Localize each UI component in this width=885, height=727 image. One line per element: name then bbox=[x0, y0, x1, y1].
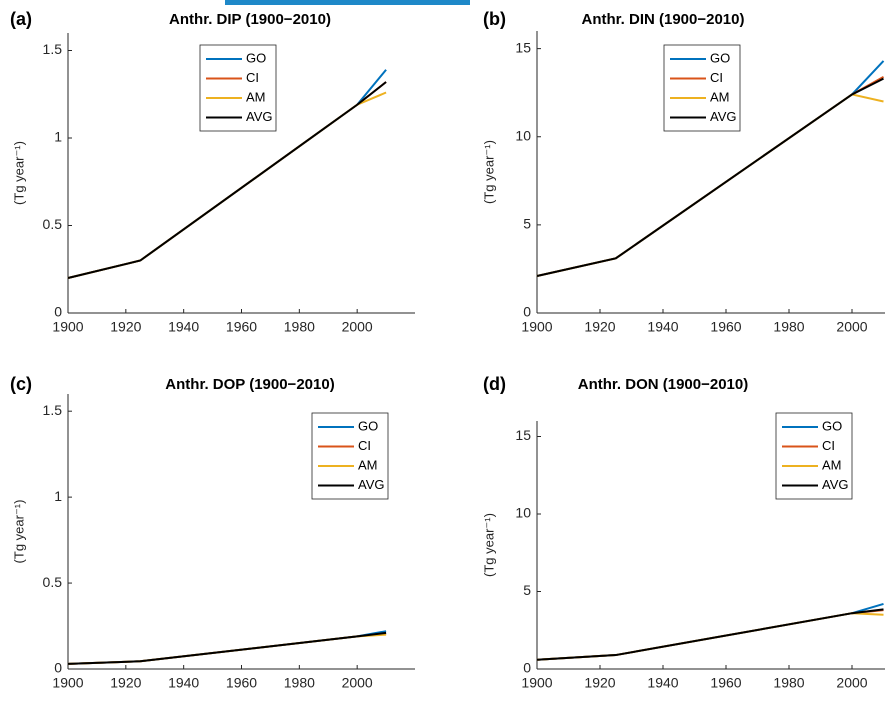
x-tick-label: 1980 bbox=[284, 319, 315, 335]
y-tick-label: 1 bbox=[54, 129, 62, 145]
legend-label: AM bbox=[246, 89, 266, 104]
y-tick-label: 10 bbox=[515, 505, 531, 521]
legend-label: AM bbox=[822, 457, 842, 472]
x-tick-label: 1960 bbox=[226, 319, 257, 335]
y-tick-label: 1 bbox=[54, 488, 62, 504]
x-tick-label: 1960 bbox=[226, 675, 257, 691]
x-tick-label: 1980 bbox=[773, 675, 804, 691]
y-axis-label: (Tg year⁻¹) bbox=[481, 513, 496, 577]
x-tick-label: 2000 bbox=[836, 675, 867, 691]
y-axis-label: (Tg year⁻¹) bbox=[11, 500, 26, 564]
x-tick-label: 1900 bbox=[521, 675, 552, 691]
x-tick-label: 2000 bbox=[836, 319, 867, 335]
x-tick-label: 2000 bbox=[342, 319, 373, 335]
series-line bbox=[536, 77, 884, 277]
x-tick-label: 1980 bbox=[284, 675, 315, 691]
x-tick-label: 1940 bbox=[168, 319, 199, 335]
y-tick-label: 0.5 bbox=[43, 574, 63, 590]
panel-label: (d) bbox=[483, 374, 506, 394]
y-tick-label: 1.5 bbox=[43, 41, 63, 57]
y-tick-label: 0 bbox=[523, 660, 531, 676]
x-tick-label: 2000 bbox=[342, 675, 373, 691]
chart-title: Anthr. DIN (1900−2010) bbox=[582, 11, 745, 28]
x-tick-label: 1900 bbox=[52, 675, 83, 691]
y-axis-label: (Tg year⁻¹) bbox=[11, 141, 26, 205]
x-tick-label: 1900 bbox=[52, 319, 83, 335]
series-line bbox=[536, 602, 884, 661]
y-tick-label: 1.5 bbox=[43, 402, 63, 418]
x-tick-label: 1920 bbox=[110, 675, 141, 691]
x-tick-label: 1920 bbox=[584, 675, 615, 691]
legend-label: CI bbox=[246, 70, 259, 85]
chart-title: Anthr. DON (1900−2010) bbox=[578, 376, 749, 393]
x-tick-label: 1960 bbox=[710, 675, 741, 691]
y-tick-label: 15 bbox=[515, 39, 531, 55]
y-tick-label: 0 bbox=[523, 304, 531, 320]
y-tick-label: 0 bbox=[54, 304, 62, 320]
selection-bar bbox=[225, 0, 470, 5]
x-tick-label: 1960 bbox=[710, 319, 741, 335]
panel-label: (b) bbox=[483, 9, 506, 29]
series-line bbox=[67, 631, 387, 665]
series-line bbox=[67, 81, 387, 279]
series-line bbox=[536, 612, 884, 661]
y-tick-label: 10 bbox=[515, 127, 531, 143]
y-tick-label: 5 bbox=[523, 582, 531, 598]
x-tick-label: 1980 bbox=[773, 319, 804, 335]
legend-label: GO bbox=[358, 418, 378, 433]
y-tick-label: 0.5 bbox=[43, 216, 63, 232]
x-tick-label: 1940 bbox=[168, 675, 199, 691]
chart-title: Anthr. DOP (1900−2010) bbox=[165, 376, 334, 393]
legend-label: AVG bbox=[246, 109, 273, 124]
y-tick-label: 5 bbox=[523, 216, 531, 232]
panel-label: (a) bbox=[10, 9, 32, 29]
series-line bbox=[67, 630, 387, 665]
x-tick-label: 1900 bbox=[521, 319, 552, 335]
legend-label: AVG bbox=[358, 477, 385, 492]
x-tick-label: 1940 bbox=[647, 675, 678, 691]
legend-label: CI bbox=[358, 438, 371, 453]
legend-label: AM bbox=[358, 457, 378, 472]
series-line bbox=[536, 608, 884, 661]
y-axis-label: (Tg year⁻¹) bbox=[481, 140, 496, 204]
x-tick-label: 1940 bbox=[647, 319, 678, 335]
legend-label: AVG bbox=[822, 477, 849, 492]
x-tick-label: 1920 bbox=[584, 319, 615, 335]
chart-title: Anthr. DIP (1900−2010) bbox=[169, 11, 331, 28]
legend-label: GO bbox=[246, 50, 266, 65]
legend-label: CI bbox=[822, 438, 835, 453]
panel-label: (c) bbox=[10, 374, 32, 394]
y-tick-label: 0 bbox=[54, 660, 62, 676]
x-tick-label: 1920 bbox=[110, 319, 141, 335]
legend-label: CI bbox=[710, 70, 723, 85]
legend-label: GO bbox=[822, 418, 842, 433]
y-tick-label: 15 bbox=[515, 427, 531, 443]
legend-label: GO bbox=[710, 50, 730, 65]
legend-label: AM bbox=[710, 89, 730, 104]
legend-label: AVG bbox=[710, 109, 737, 124]
